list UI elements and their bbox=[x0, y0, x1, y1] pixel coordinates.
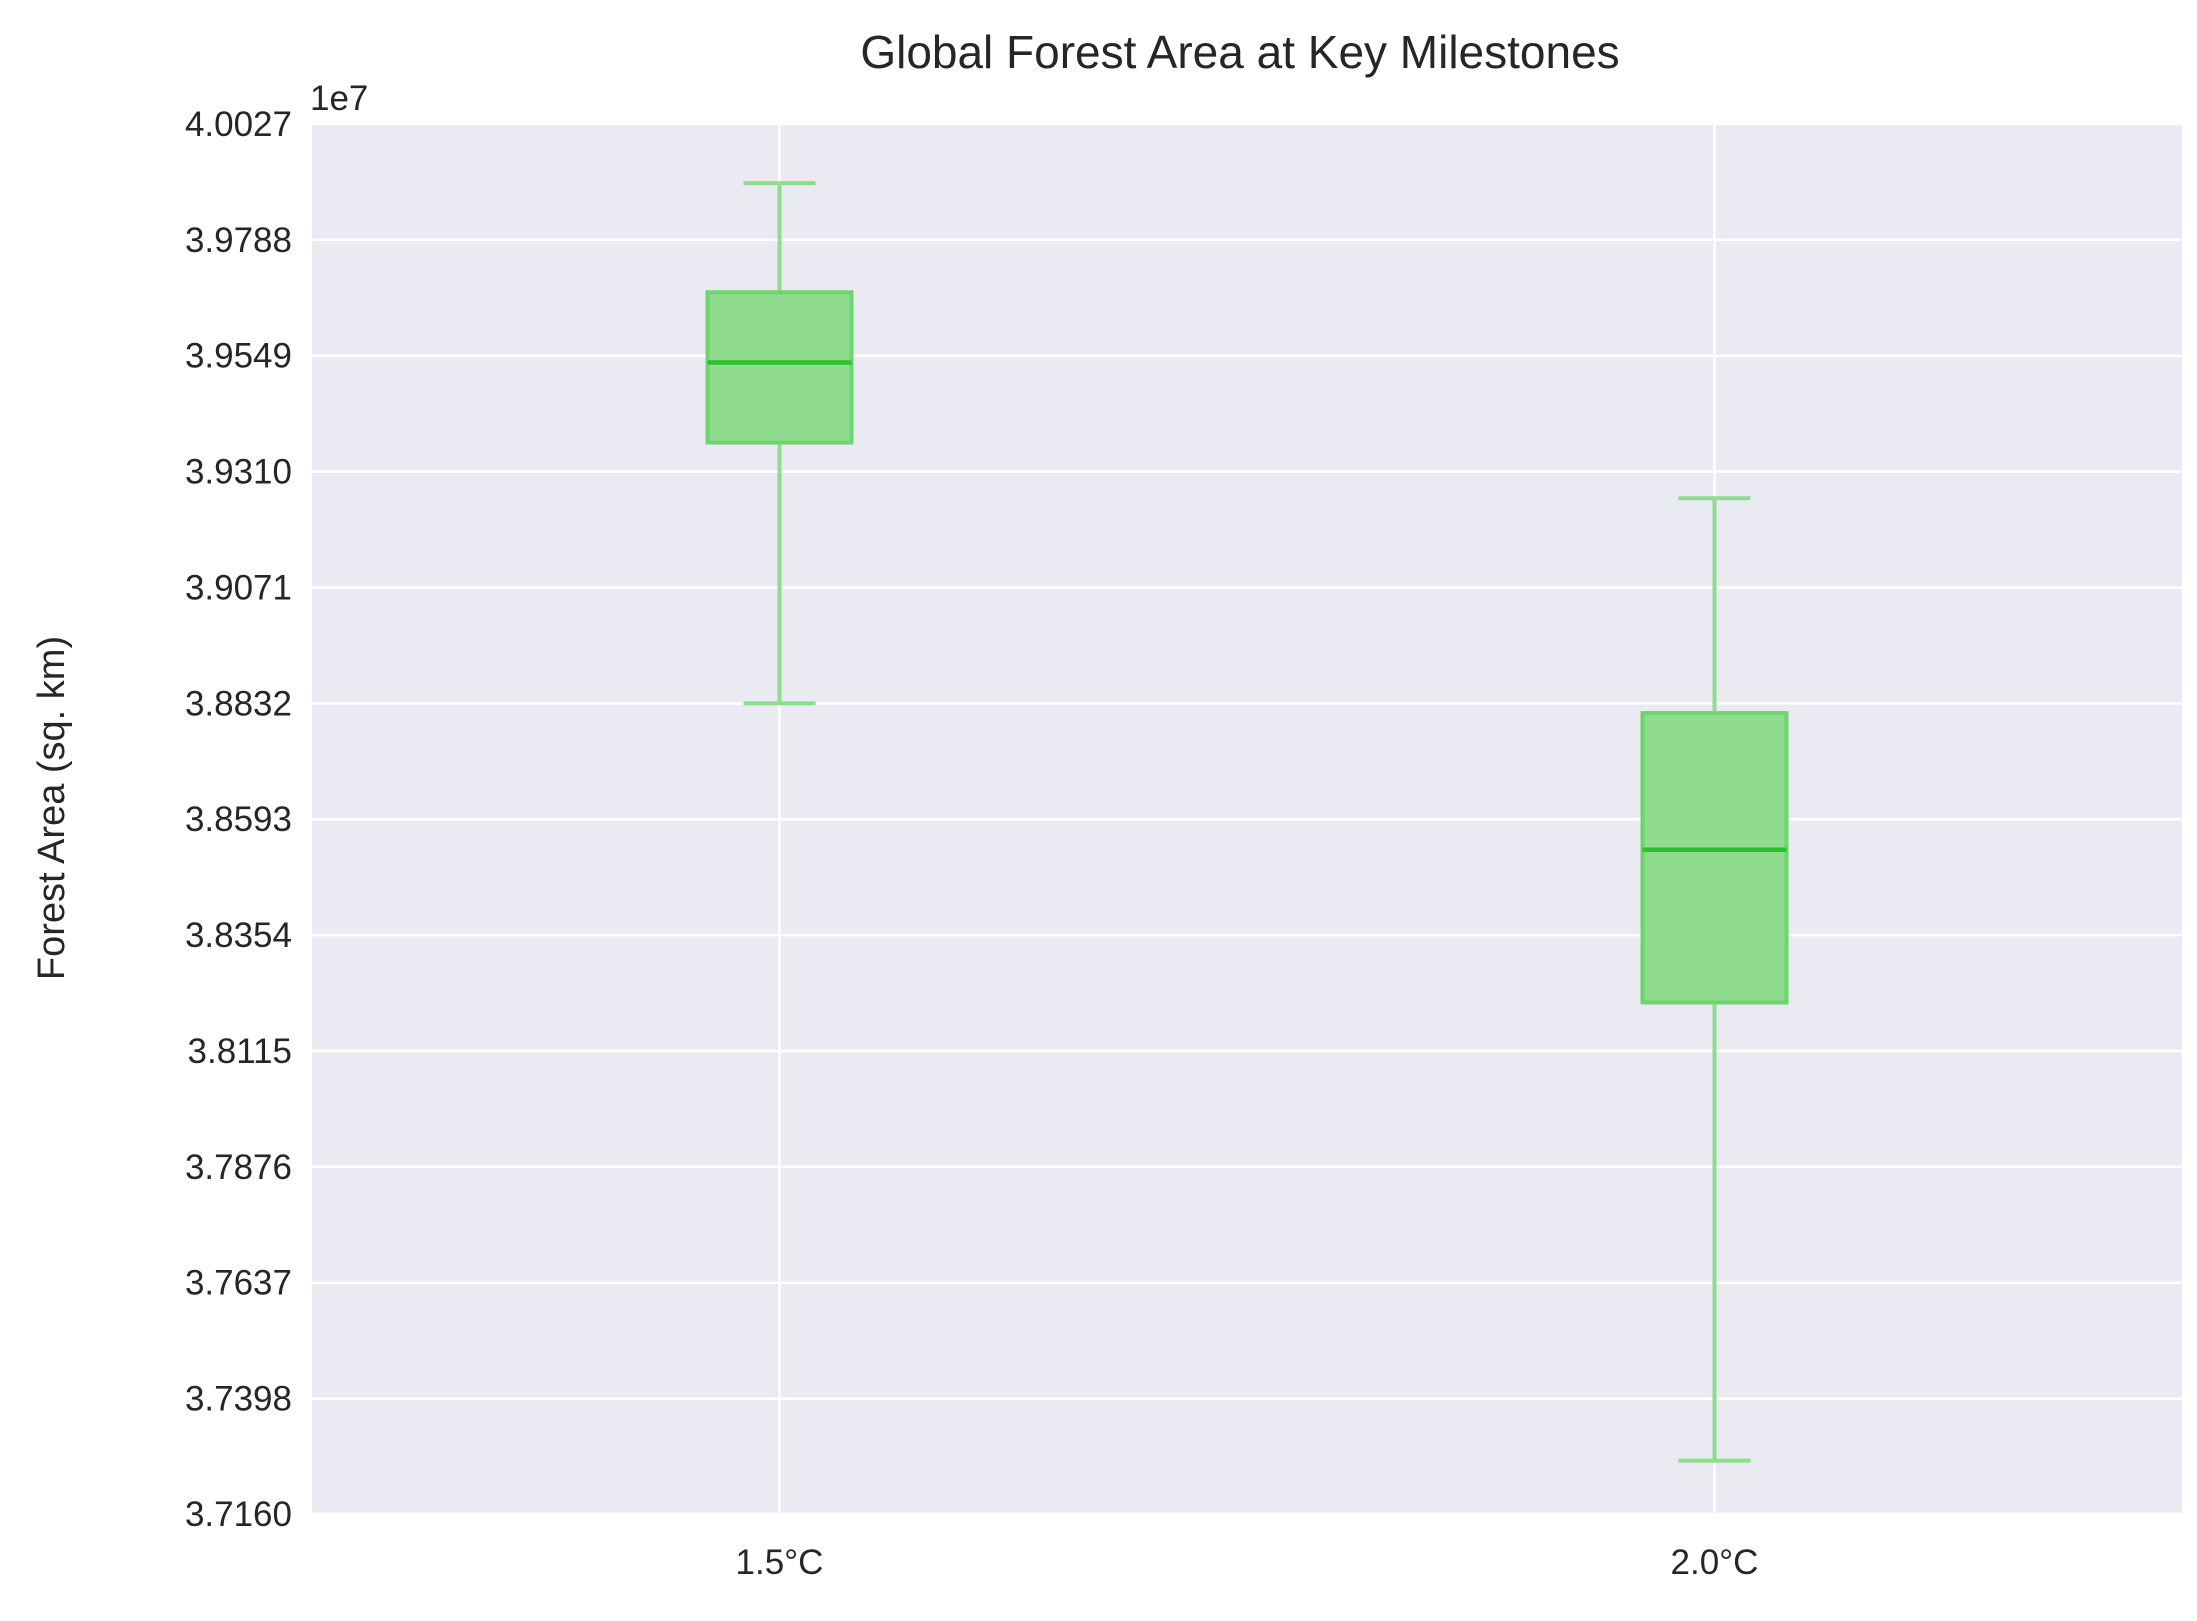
y-tick-label: 3.7398 bbox=[185, 1380, 292, 1419]
y-axis-title: Forest Area (sq. km) bbox=[31, 636, 73, 980]
y-tick-label: 3.8832 bbox=[185, 684, 292, 723]
y-tick-label: 3.9788 bbox=[185, 221, 292, 260]
y-tick-label: 3.9310 bbox=[185, 453, 292, 492]
y-tick-label: 4.0027 bbox=[185, 105, 292, 144]
x-tick-label: 2.0°C bbox=[1671, 1543, 1759, 1582]
chart-title: Global Forest Area at Key Milestones bbox=[860, 26, 1619, 78]
y-tick-label: 3.9549 bbox=[185, 337, 292, 376]
y-tick-label: 3.8593 bbox=[185, 800, 292, 839]
box-iqr bbox=[705, 290, 854, 445]
y-tick-label: 3.8115 bbox=[188, 1032, 292, 1071]
y-axis-offset-label: 1e7 bbox=[310, 79, 368, 118]
y-tick-label: 3.9071 bbox=[185, 568, 292, 607]
y-tick-label: 3.7637 bbox=[185, 1264, 292, 1303]
y-tick-label: 3.8354 bbox=[185, 916, 292, 955]
box-iqr bbox=[1640, 711, 1789, 1005]
x-tick-label: 1.5°C bbox=[736, 1543, 824, 1582]
y-tick-label: 3.7876 bbox=[185, 1148, 292, 1187]
y-tick-label: 3.7160 bbox=[185, 1495, 292, 1534]
